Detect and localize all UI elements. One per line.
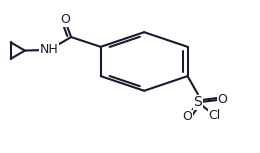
Text: NH: NH bbox=[40, 43, 59, 56]
Text: O: O bbox=[217, 93, 227, 106]
Text: Cl: Cl bbox=[209, 109, 221, 122]
Text: S: S bbox=[193, 95, 202, 109]
Text: O: O bbox=[183, 110, 192, 123]
Text: O: O bbox=[60, 13, 70, 26]
